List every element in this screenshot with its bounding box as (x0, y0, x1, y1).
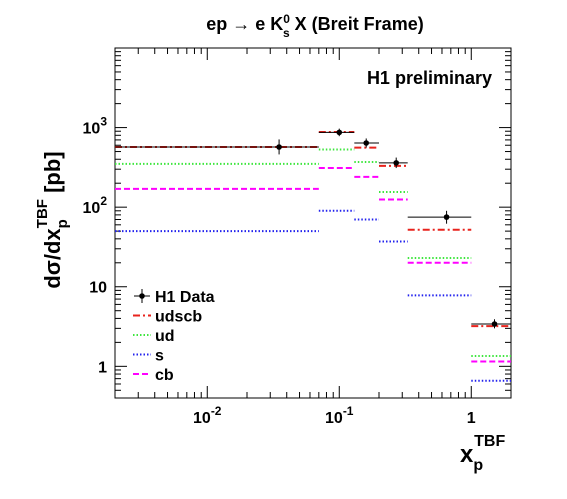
chart-title-rest: X (Breit Frame) (290, 14, 424, 34)
data-marker (336, 129, 343, 136)
x-label-sup: TBF (474, 433, 505, 450)
legend-swatch (139, 293, 145, 299)
y-label-unit: [pb] (40, 151, 65, 199)
x-label-main: x (460, 441, 474, 468)
legend-entry-s: s (133, 348, 164, 365)
data-layer (115, 128, 511, 329)
y-label-main: dσ/dx (40, 228, 65, 289)
x-tick-label: 10-2 (193, 404, 222, 427)
legend-label: udscb (155, 309, 202, 326)
y-label-sub: p (54, 219, 71, 228)
chart-title-sup: 0 (283, 12, 290, 26)
legend-label: cb (155, 367, 174, 384)
x-label-sub: p (473, 457, 483, 474)
legend-entry-ud: ud (133, 328, 175, 345)
data-point (354, 138, 379, 148)
y-tick-label: 102 (83, 194, 108, 217)
y-tick-label: 10 (89, 280, 107, 297)
data-marker (363, 140, 370, 146)
data-point (471, 319, 511, 329)
data-point (318, 128, 355, 137)
y-tick-label: 103 (83, 115, 108, 138)
y-tick-label: 1 (98, 359, 107, 376)
chart-title-main: ep → e K (206, 14, 283, 34)
plot-frame (114, 47, 512, 399)
chart-title-sub: s (283, 26, 290, 40)
data-point (407, 210, 472, 224)
legend-label: H1 Data (155, 289, 215, 306)
data-point (379, 157, 408, 169)
x-tick-label: 1 (467, 410, 476, 427)
data-marker (393, 160, 400, 166)
data-marker (491, 321, 498, 327)
legend-entry-udscb: udscb (133, 309, 202, 326)
y-axis-label: dσ/dxpTBF [pb] (34, 151, 71, 288)
legend-label: ud (155, 328, 175, 345)
data-marker (443, 214, 450, 220)
data-point (115, 139, 319, 155)
annotation-label: H1 preliminary (367, 68, 492, 88)
legend-entry-cb: cb (133, 367, 174, 384)
legend-entry-h1-data: H1 Data (134, 289, 215, 306)
x-tick-label: 10-1 (325, 404, 354, 427)
ticks-layer: 10-2 10-1 1 1 10 102 103 (83, 48, 512, 427)
x-axis-label: xp TBF (460, 433, 505, 474)
chart-title: ep → e K0 s X (Breit Frame) (206, 12, 423, 40)
data-marker (276, 144, 282, 150)
legend-label: s (155, 348, 164, 365)
y-label-sup: TBF (34, 199, 51, 228)
